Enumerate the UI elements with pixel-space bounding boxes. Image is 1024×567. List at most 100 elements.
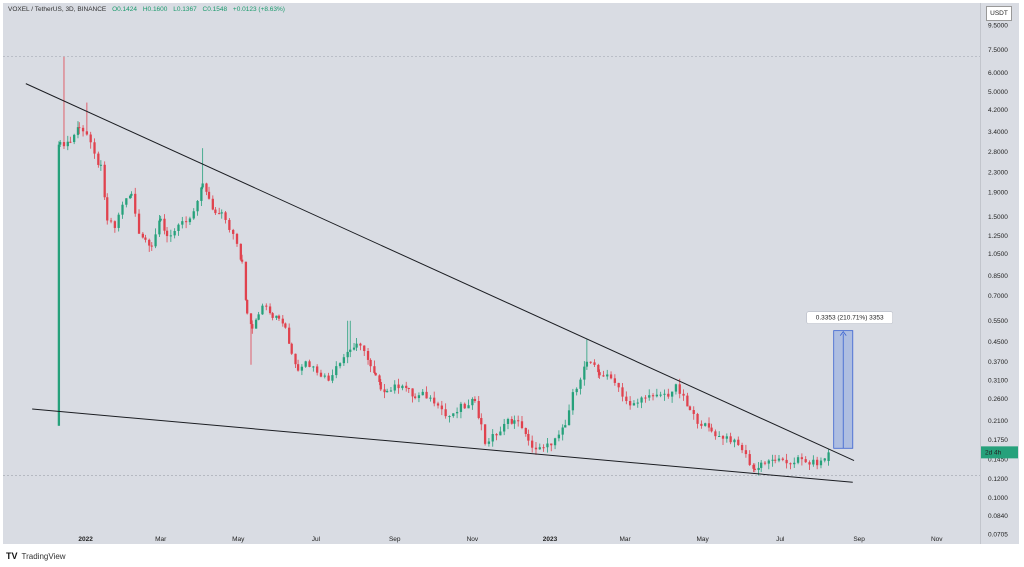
candle-body — [564, 425, 567, 428]
candle-body — [413, 396, 417, 399]
candle-body — [169, 235, 172, 237]
candle-body — [308, 361, 311, 367]
candle-body — [667, 393, 670, 397]
tradingview-logo-icon: TV — [6, 551, 18, 561]
candle-body — [648, 395, 651, 398]
candle-body — [73, 134, 76, 143]
high-value: H0.1600 — [142, 6, 168, 13]
y-tick-label: 0.5500 — [988, 318, 1008, 325]
candle-body — [359, 343, 362, 346]
change-value: +0.0123 (+8.63%) — [232, 6, 285, 13]
candle-body — [589, 361, 592, 363]
candle-body — [232, 229, 235, 234]
candle-body — [774, 459, 777, 461]
y-tick-label: 0.0840 — [988, 513, 1008, 520]
candle-body — [686, 395, 689, 407]
candle-body — [254, 319, 258, 329]
candle-body — [553, 438, 557, 446]
y-tick-label: 0.1450 — [988, 456, 1008, 463]
candle-body — [718, 436, 721, 438]
candle-body — [405, 385, 408, 388]
candle-body — [459, 403, 463, 412]
candle-body — [261, 305, 264, 315]
candle-body — [128, 195, 132, 199]
candle-body — [397, 384, 400, 389]
currency-button[interactable]: USDT — [986, 6, 1012, 21]
candle-body — [89, 134, 92, 143]
candle-body — [141, 233, 145, 238]
candle-body — [816, 459, 819, 466]
candle-body — [632, 403, 636, 406]
candle-body — [99, 164, 103, 166]
candle-body — [366, 351, 370, 360]
candle-body — [812, 459, 815, 465]
candle-body — [700, 423, 703, 426]
plot-area[interactable] — [3, 3, 980, 544]
y-tick-label: 0.7000 — [988, 293, 1008, 300]
candle-body — [277, 315, 281, 319]
candle-body — [150, 245, 153, 247]
candle-body — [452, 413, 455, 417]
candle-body — [235, 233, 239, 244]
candle-body — [97, 153, 100, 165]
candle-body — [663, 393, 666, 395]
candle-body — [707, 423, 711, 428]
candle-body — [411, 388, 414, 397]
open-value: O0.1424 — [112, 6, 138, 13]
candle-body — [598, 372, 601, 376]
candle-body — [793, 462, 796, 465]
candle-body — [425, 391, 428, 399]
candle-body — [524, 428, 527, 434]
candle-body — [224, 212, 227, 220]
candle-body — [448, 416, 451, 418]
candle-body — [385, 390, 389, 393]
candle-body — [154, 234, 157, 247]
candle-body — [159, 218, 162, 221]
y-tick-label: 4.2000 — [988, 107, 1008, 114]
candle-body — [617, 382, 620, 388]
y-tick-label: 6.0000 — [988, 70, 1008, 77]
candle-body — [78, 127, 81, 129]
candle-body — [421, 391, 424, 396]
candle-body — [740, 444, 744, 451]
candle-body — [808, 462, 811, 465]
candle-body — [583, 366, 586, 380]
candle-body — [137, 213, 141, 234]
candle-body — [477, 401, 480, 419]
y-tick-label: 3.4000 — [988, 129, 1008, 136]
candle-body — [363, 345, 366, 352]
x-tick-label: 2022 — [78, 536, 93, 543]
candle-body — [144, 237, 147, 240]
candle-body — [628, 401, 632, 406]
candle-body — [281, 318, 284, 324]
candle-body — [640, 397, 643, 403]
candle-body — [251, 324, 254, 329]
candle-body — [491, 434, 494, 442]
y-tick-label: 0.4500 — [988, 339, 1008, 346]
candle-body — [69, 141, 72, 143]
candle-body — [113, 221, 117, 228]
candle-body — [781, 458, 784, 460]
candle-body — [659, 394, 662, 396]
candle-body — [467, 405, 470, 409]
candle-body — [121, 204, 124, 215]
candle-body — [733, 439, 736, 443]
x-tick-label: Mar — [155, 536, 167, 543]
symbol-name[interactable]: VOXEL / TetherUS, 3D, BINANCE — [8, 6, 107, 13]
candle-body — [597, 364, 600, 373]
candle-body — [304, 361, 307, 367]
candle-body — [220, 212, 223, 214]
candle-body — [483, 424, 487, 444]
candle-body — [218, 213, 221, 215]
candle-body — [165, 230, 169, 237]
candle-body — [513, 420, 516, 424]
candle-body — [651, 395, 655, 397]
candle-body — [463, 403, 466, 409]
candle-body — [117, 214, 120, 228]
candle-body — [510, 419, 513, 424]
x-tick-label: Jul — [312, 536, 321, 543]
candle-body — [103, 164, 106, 198]
x-tick-label: May — [697, 536, 710, 543]
candle-body — [729, 436, 732, 443]
